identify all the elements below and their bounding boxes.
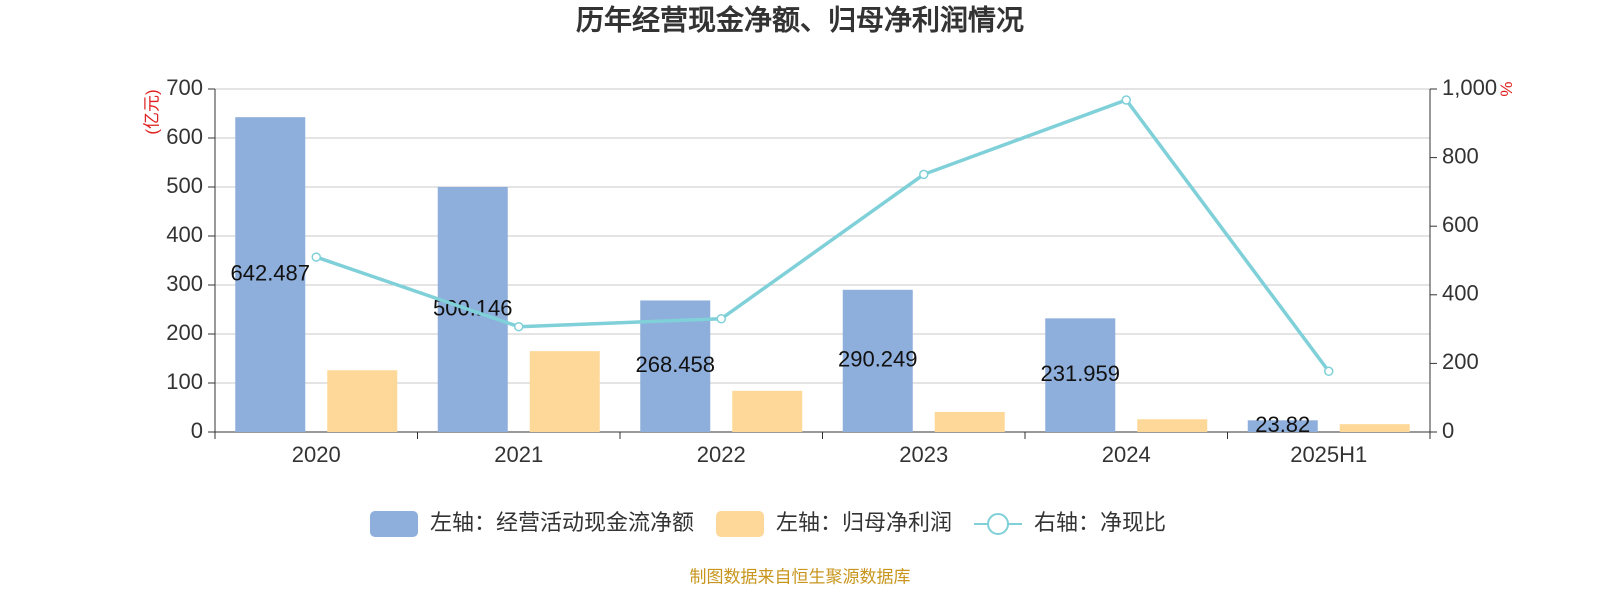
- data-label: 290.249: [838, 347, 918, 372]
- y2-tick-label: 1,000: [1442, 75, 1497, 100]
- legend-swatch: [716, 511, 765, 537]
- data-label: 268.458: [635, 352, 715, 377]
- x-tick-label: 2024: [1102, 442, 1151, 467]
- bar: [934, 411, 1005, 432]
- y-axis-label: (亿元): [142, 89, 161, 134]
- source-note: 制图数据来自恒生聚源数据库: [690, 567, 911, 586]
- y2-tick-label: 400: [1442, 281, 1479, 306]
- y-tick-label: 400: [166, 222, 203, 247]
- y2-tick-label: 800: [1442, 143, 1479, 168]
- legend-label: 左轴：经营活动现金流净额: [430, 510, 694, 535]
- bar: [1339, 424, 1410, 432]
- bar: [235, 117, 306, 433]
- y2-tick-label: 0: [1442, 418, 1454, 443]
- bar: [842, 289, 913, 432]
- line-point: [919, 169, 929, 180]
- y-tick-label: 700: [166, 75, 203, 100]
- chart-title: 历年经营现金净额、归母净利润情况: [576, 3, 1024, 35]
- bar: [732, 390, 803, 432]
- legend-swatch: [987, 513, 1010, 535]
- bar: [1137, 419, 1208, 432]
- y2-tick-label: 200: [1442, 349, 1479, 374]
- x-tick-label: 2020: [292, 442, 341, 467]
- x-tick-label: 2025H1: [1290, 442, 1367, 467]
- y-tick-label: 100: [166, 369, 203, 394]
- x-tick-label: 2023: [899, 442, 948, 467]
- y2-axis-label: %: [1497, 81, 1516, 96]
- y-tick-label: 300: [166, 271, 203, 296]
- bar: [327, 370, 398, 432]
- data-label: 231.959: [1040, 361, 1120, 386]
- data-label: 642.487: [230, 260, 310, 285]
- y-tick-label: 600: [166, 124, 203, 149]
- line-point: [1324, 366, 1334, 377]
- line-point: [514, 321, 524, 332]
- bar: [1045, 318, 1116, 432]
- x-tick-label: 2021: [494, 442, 543, 467]
- line-point: [1121, 95, 1131, 105]
- y2-tick-label: 600: [1442, 212, 1479, 237]
- line-point: [311, 252, 321, 262]
- legend-swatch: [370, 511, 418, 537]
- x-tick-label: 2022: [697, 442, 746, 467]
- bar: [529, 351, 600, 432]
- legend-label: 右轴：净现比: [1034, 510, 1166, 535]
- y-tick-label: 500: [166, 173, 203, 198]
- data-label: 500.146: [433, 295, 513, 320]
- y-tick-label: 0: [191, 418, 203, 443]
- line: [315, 97, 1331, 373]
- y-tick-label: 200: [166, 320, 203, 345]
- data-label: 23.82: [1255, 412, 1310, 437]
- bar: [1247, 420, 1318, 432]
- line-point: [716, 314, 726, 324]
- legend-label: 左轴：归母净利润: [776, 510, 952, 535]
